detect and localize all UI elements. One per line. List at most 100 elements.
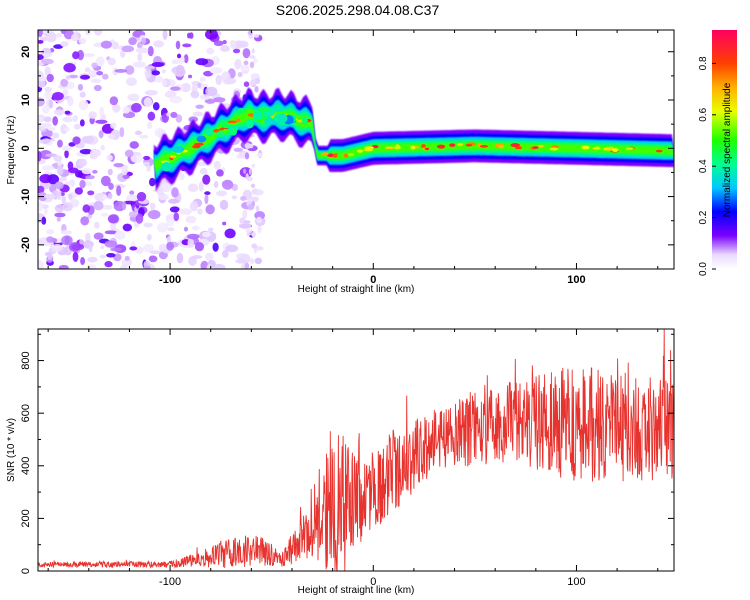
noise-blob [199,76,206,82]
noise-blob [51,244,63,252]
noise-blob [77,83,84,91]
noise-blob [60,230,73,235]
noise-blob [215,190,228,197]
noise-blob [143,97,153,108]
noise-dot [247,203,255,211]
noise-blob [84,67,91,73]
noise-blob [112,103,121,113]
noise-blob [80,257,86,265]
signal-peak [625,147,634,151]
noise-blob [128,37,137,46]
noise-blob [56,32,62,38]
signal-peak [537,144,544,148]
signal-peak [436,144,446,149]
noise-blob [197,208,203,215]
noise-blob [148,255,158,263]
y-tick-label: 10 [20,94,32,106]
noise-blob [110,122,117,129]
noise-blob [124,255,130,261]
noise-blob [38,260,45,269]
noise-blob [106,154,113,161]
noise-dot [246,176,253,182]
noise-blob [110,247,122,252]
noise-blob [124,65,135,75]
noise-blob [62,145,72,151]
noise-blob [183,54,189,64]
noise-blob [79,148,93,155]
noise-blob [67,167,79,174]
noise-blob [68,74,79,79]
noise-blob [191,225,200,231]
noise-blob [95,119,108,124]
signal-peak [602,147,613,151]
noise-blob [162,30,168,40]
noise-blob [128,211,138,218]
noise-blob [41,165,55,171]
noise-dot [243,60,249,65]
noise-blob [142,161,150,166]
noise-blob [107,168,113,176]
noise-blob [153,40,165,48]
noise-blob [87,213,93,219]
x-tick-label: 0 [370,274,376,286]
noise-blob [135,213,144,224]
noise-blob [151,62,164,68]
signal-peak [321,152,329,156]
noise-blob [39,122,52,128]
noise-dot [255,258,262,264]
noise-blob [204,252,214,261]
noise-blob [169,206,180,213]
noise-blob [54,181,64,190]
noise-blob [95,56,105,67]
noise-blob [94,221,100,229]
noise-blob [194,242,205,252]
noise-blob [146,234,152,241]
signal-clump [277,113,288,124]
noise-blob [101,73,109,80]
noise-blob [38,97,45,107]
x-tick-label: 0 [370,576,376,588]
noise-blob [78,158,88,167]
noise-blob [52,132,60,139]
signal-peak [594,146,600,150]
noise-blob [38,54,44,60]
noise-blob [42,105,50,114]
noise-blob [99,106,104,117]
noise-blob [108,182,114,190]
noise-blob [46,31,57,43]
noise-blob [225,244,239,253]
spectrogram-y-axis-label: Frequency (Hz) [6,116,17,185]
snr-x-axis-label: Height of straight line (km) [298,585,415,596]
noise-blob [122,201,127,211]
noise-blob [47,126,56,131]
colorbar-tick-label: 0.0 [698,262,709,276]
noise-blob [59,176,68,182]
y-tick-label: 600 [20,404,32,422]
noise-blob [39,149,52,160]
noise-blob [96,70,104,76]
noise-blob [71,33,79,42]
noise-blob [122,106,130,114]
colorbar-tick-label: 0.8 [698,56,709,70]
noise-blob [79,91,86,98]
noise-blob [113,162,124,168]
noise-blob [81,168,93,175]
noise-blob [122,223,133,232]
noise-blob [41,238,47,246]
noise-dot [246,232,251,236]
noise-blob [72,114,79,123]
noise-blob [155,76,164,83]
noise-blob [137,52,143,62]
noise-blob [188,116,199,123]
noise-blob [38,151,42,162]
noise-blob [197,162,208,167]
noise-blob [64,110,71,115]
noise-blob [64,181,73,186]
signal-clump [252,111,263,120]
signal-peak [581,145,590,150]
y-tick-label: -20 [20,237,32,253]
colorbar-tick-label: 0.6 [698,107,709,121]
noise-blob [56,216,61,222]
noise-blob [52,91,64,101]
